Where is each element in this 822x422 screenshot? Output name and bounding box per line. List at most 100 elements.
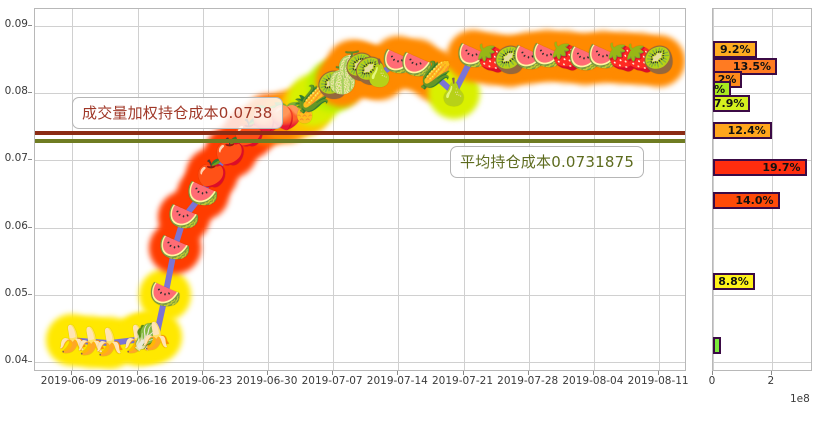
price-polyline — [69, 53, 663, 347]
distribution-bar: 13.5% — [713, 57, 778, 75]
gridline-horizontal — [35, 361, 685, 363]
fruit-marker-icon: 🥝 — [354, 56, 387, 87]
gridline-horizontal — [35, 227, 685, 229]
gridline-horizontal — [713, 227, 811, 229]
x-axis-tick-label: 2019-06-16 — [105, 375, 168, 387]
x-axis-tick-mark — [136, 371, 138, 375]
gridline-horizontal — [713, 93, 811, 94]
fruit-marker-icon: 🍌 — [121, 324, 154, 355]
x-axis-tick-label: 2019-08-04 — [562, 375, 624, 387]
fruit-marker-icon: 🍌 — [139, 322, 173, 352]
fruit-marker-icon: 🥬 — [130, 323, 163, 354]
gridline-vertical — [659, 9, 661, 370]
x-axis-tick-mark — [266, 371, 268, 375]
y-axis-tick-label: 0.07 — [4, 152, 28, 165]
fruit-marker-icon: 🍈 — [326, 65, 359, 96]
x-axis-tick-mark — [527, 371, 529, 375]
distribution-bar-label: 9.2% — [719, 42, 751, 56]
distribution-bar-label: 19.7% — [762, 160, 801, 174]
fruit-marker-icon: 🍉 — [186, 178, 219, 209]
y-axis-tick-label: 0.05 — [4, 286, 28, 299]
x-axis-tick-mark — [397, 371, 399, 375]
distribution-bar-label: 2.0% — [713, 83, 726, 97]
x-axis-tick-label: 2019-07-07 — [301, 375, 363, 387]
vwap-cost-annotation: 成交量加权持仓成本0.0738 — [72, 97, 283, 129]
x-axis-tick-label: 2019-07-14 — [366, 375, 428, 387]
y-axis-tick-mark — [28, 360, 32, 362]
average-cost-annotation: 平均持仓成本0.0731875 — [450, 146, 645, 178]
x-axis-tick-label: 2019-07-21 — [431, 375, 494, 387]
fruit-marker-icon: 🍉 — [456, 41, 489, 72]
fruit-marker-icon: 🥝 — [316, 71, 350, 102]
fruit-marker-icon: 🍉 — [400, 49, 434, 80]
fruit-marker-icon: 🥝 — [493, 45, 527, 76]
fruit-marker-icon: 🍎 — [214, 137, 247, 168]
distribution-bar: 8.8% — [713, 272, 755, 290]
fruit-marker-icon: 🍍 — [288, 94, 322, 125]
average-cost-line — [35, 138, 685, 143]
distribution-bar: 7.9% — [713, 94, 751, 112]
gridline-vertical — [713, 9, 714, 370]
cost-distribution-panel: 9.2%13.5%6.2%2.0%7.9%12.4%19.7%14.0%8.8% — [712, 8, 812, 371]
x-axis-tick-mark — [658, 371, 660, 375]
x-axis-tick-label: 2019-06-09 — [40, 375, 102, 387]
side-x-axis-tick-label: 2 — [767, 375, 775, 387]
distribution-bar: 12.4% — [713, 121, 772, 139]
y-axis-tick-mark — [28, 226, 32, 228]
distribution-bar — [713, 336, 721, 354]
distribution-bar: 9.2% — [713, 40, 757, 58]
distribution-bar-label: 14.0% — [735, 194, 774, 208]
fruit-marker-icon: 🍓 — [624, 44, 657, 75]
fruit-marker-icon: 🍎 — [195, 158, 229, 189]
y-axis-tick-mark — [28, 293, 32, 295]
fruit-marker-icon: 🍌 — [93, 328, 126, 359]
y-axis-tick-label: 0.04 — [4, 353, 28, 366]
gridline-horizontal — [35, 160, 685, 162]
fruit-marker-icon: 🥝 — [344, 52, 378, 83]
y-axis-tick-label: 0.06 — [4, 219, 28, 232]
x-axis-tick-label: 2019-06-30 — [236, 375, 298, 387]
fruit-marker-icon: 🌽 — [298, 84, 331, 115]
gridline-horizontal — [35, 25, 685, 27]
gridline-vertical — [593, 9, 595, 370]
gridline-vertical — [72, 9, 74, 370]
fruit-marker-icon: 🥝 — [642, 45, 676, 76]
gridline-vertical — [333, 9, 335, 370]
x-axis-tick-mark — [462, 371, 464, 375]
gridline-vertical — [528, 9, 530, 370]
price-line-layer — [35, 9, 685, 370]
vwap-cost-line — [35, 130, 685, 135]
y-axis-tick-label: 0.09 — [4, 17, 28, 30]
gridline-horizontal — [713, 361, 811, 363]
distribution-bar: 19.7% — [713, 158, 807, 176]
distribution-bar-label: 8.8% — [718, 274, 749, 288]
fruit-marker-icon: 🍉 — [158, 232, 191, 263]
fruit-marker-icon: 🍐 — [437, 78, 471, 108]
side-x-axis-tick-label: 0 — [708, 375, 716, 387]
fruit-marker-icon: 🍉 — [531, 41, 564, 72]
fruit-marker-icon: 🍈 — [335, 51, 368, 82]
side-x-axis-tick-mark — [770, 371, 772, 375]
y-axis-tick-mark — [28, 92, 32, 93]
fruit-marker-icon: 🍉 — [587, 41, 620, 72]
emoji-marker-layer: 🍌🍌🍌🍌🥬🍌🍉🍉🍉🍉🍎🍎🍎🍑🍑🍍🌽🥝🍈🍈🥝🥝🍐🍉🍉🌽🍐🍉🍓🥝🍉🍉🍓🍉🍉🍓🍓🥝 — [35, 9, 685, 370]
fruit-marker-icon: 🍉 — [512, 43, 545, 74]
fruit-marker-icon: 🍉 — [149, 279, 182, 310]
fruit-marker-icon: 🍉 — [167, 202, 201, 233]
gridline-vertical — [267, 9, 269, 370]
distribution-bar-label: 12.4% — [727, 123, 766, 137]
fruit-marker-icon: 🍌 — [74, 326, 108, 357]
x-axis-tick-label: 2019-07-28 — [497, 375, 559, 387]
distribution-bar: 14.0% — [713, 192, 780, 210]
fruit-marker-icon: 🍉 — [568, 43, 601, 74]
side-axis-exponent: 1e8 — [790, 393, 810, 405]
fruit-marker-icon: 🌽 — [419, 61, 452, 92]
side-x-axis-tick-mark — [712, 371, 713, 375]
x-axis-tick-mark — [71, 371, 73, 375]
gridline-vertical — [771, 9, 773, 370]
x-axis-tick-mark — [592, 371, 594, 375]
x-axis-tick-mark — [201, 371, 203, 375]
gridline-horizontal — [713, 294, 811, 296]
x-axis-tick-label: 2019-06-23 — [171, 375, 233, 387]
price-chart-panel: 🍌🍌🍌🍌🥬🍌🍉🍉🍉🍉🍎🍎🍎🍑🍑🍍🌽🥝🍈🍈🥝🥝🍐🍉🍉🌽🍐🍉🍓🥝🍉🍉🍓🍉🍉🍓🍓🥝 — [34, 8, 686, 371]
